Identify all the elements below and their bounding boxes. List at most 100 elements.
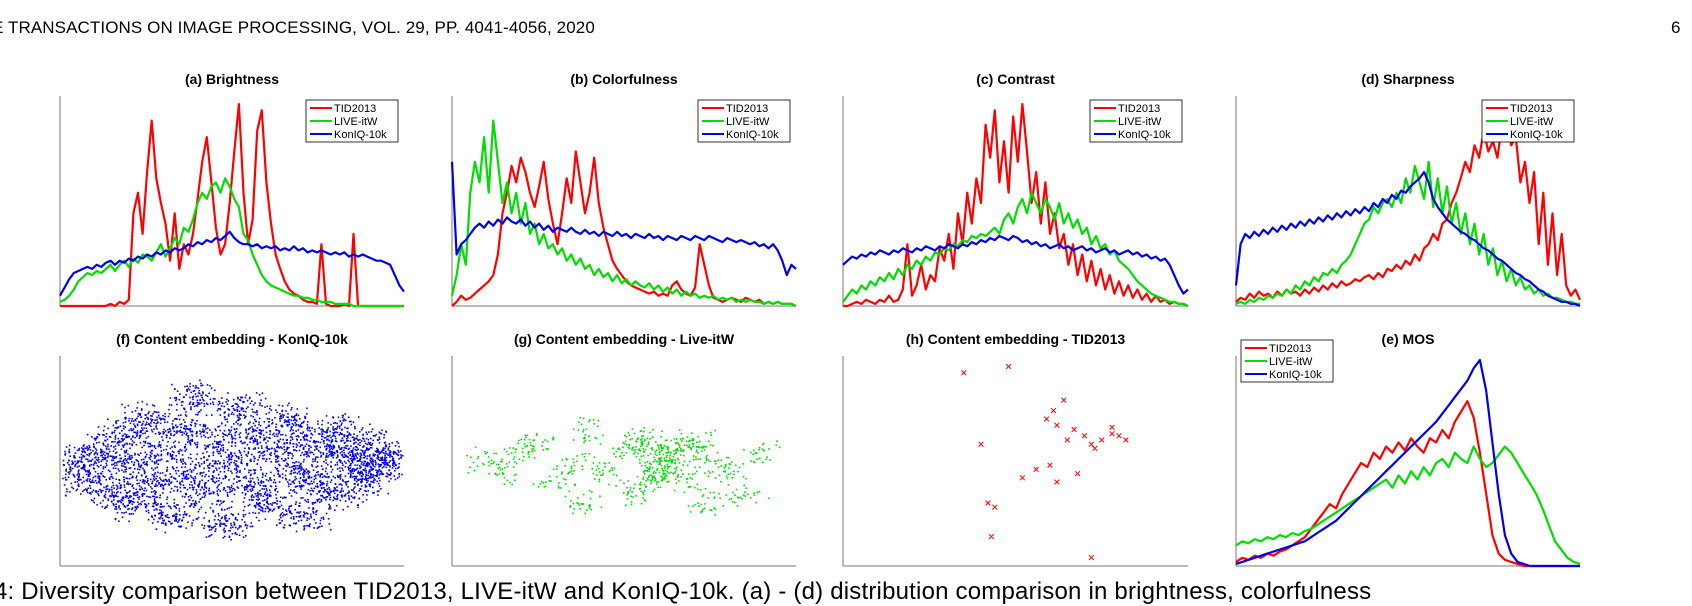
scatter-point (202, 392, 204, 395)
scatter-point (295, 492, 298, 494)
scatter-point (395, 464, 397, 467)
scatter-point (556, 475, 558, 478)
scatter-point (159, 444, 162, 446)
scatter-point (643, 483, 646, 486)
scatter-point (713, 496, 716, 498)
scatter-point (143, 461, 146, 463)
scatter-point (307, 454, 309, 457)
scatter-point (662, 478, 665, 481)
scatter-point (364, 489, 366, 492)
scatter-point (674, 470, 677, 473)
scatter-point (344, 454, 346, 456)
scatter-point (92, 489, 95, 492)
scatter-point (649, 462, 651, 464)
scatter-point (307, 429, 309, 432)
scatter-point (219, 490, 221, 492)
scatter-point (642, 491, 644, 494)
scatter-point (183, 506, 185, 508)
scatter-point (236, 470, 239, 473)
scatter-point (265, 427, 267, 429)
scatter-point (389, 453, 392, 456)
scatter-point (328, 503, 330, 506)
scatter-point (529, 441, 532, 444)
scatter-point (307, 476, 309, 478)
scatter-point (321, 476, 324, 479)
scatter-point (86, 480, 88, 482)
scatter-point (365, 490, 367, 493)
scatter-point (107, 445, 109, 448)
scatter-point (250, 414, 252, 417)
scatter-point (158, 482, 160, 484)
scatter-point (204, 492, 206, 495)
scatter-point (314, 441, 317, 443)
scatter-point (304, 513, 306, 515)
scatter-point (124, 496, 127, 499)
scatter-point (341, 462, 343, 464)
scatter-point (94, 479, 97, 482)
scatter-point (267, 493, 269, 495)
scatter-point (339, 452, 342, 454)
scatter-point (363, 445, 365, 447)
scatter-point (362, 464, 365, 466)
scatter-point (83, 480, 85, 483)
scatter-point (611, 467, 613, 469)
scatter-point (268, 448, 271, 450)
scatter-point (64, 476, 67, 479)
scatter-point (159, 477, 161, 479)
scatter-point (259, 484, 261, 487)
scatter-point (533, 457, 536, 459)
scatter-point (768, 448, 770, 450)
scatter-point (85, 458, 87, 460)
scatter-point (372, 479, 375, 482)
scatter-point (124, 455, 126, 457)
scatter-point (364, 486, 367, 488)
scatter-point (661, 449, 664, 451)
scatter-point (259, 425, 262, 427)
scatter-point (369, 454, 371, 456)
scatter-point (623, 482, 625, 485)
scatter-point (150, 455, 152, 458)
scatter-point (284, 419, 286, 421)
scatter-point (629, 487, 632, 489)
scatter-point (282, 468, 285, 470)
scatter-point (253, 455, 255, 458)
scatter-point (203, 430, 206, 432)
scatter-point (641, 437, 643, 440)
scatter-point (347, 486, 349, 488)
scatter-point (573, 464, 576, 467)
scatter-point (110, 501, 113, 503)
scatter-point (353, 487, 355, 490)
scatter-point (248, 512, 251, 514)
scatter-point (256, 441, 258, 443)
scatter-point (228, 507, 230, 509)
scatter-point (189, 401, 192, 403)
scatter-point (119, 457, 121, 460)
scatter-point (585, 428, 588, 430)
scatter-point (138, 496, 141, 498)
chart-title: (d) Sharpness (1361, 71, 1455, 87)
scatter-point (295, 420, 298, 422)
scatter-point (332, 490, 335, 492)
scatter-point (254, 420, 257, 423)
scatter-point (678, 446, 681, 448)
scatter-point (69, 471, 71, 473)
scatter-point (213, 446, 216, 449)
scatter-point (378, 431, 381, 433)
scatter-point (194, 422, 196, 425)
scatter-point (317, 499, 319, 501)
scatter-point (279, 464, 281, 467)
scatter-point (142, 420, 145, 423)
scatter-point (230, 451, 232, 454)
scatter-point (175, 472, 178, 475)
scatter-point (172, 434, 175, 437)
scatter-point (333, 446, 336, 448)
scatter-point (125, 491, 128, 494)
scatter-point (315, 513, 317, 516)
scatter-point (137, 412, 140, 415)
scatter-point (376, 439, 379, 441)
scatter-point (687, 505, 690, 507)
scatter-point (306, 439, 309, 442)
scatter-point (672, 449, 675, 452)
scatter-point (293, 482, 295, 484)
scatter-point (511, 483, 513, 486)
